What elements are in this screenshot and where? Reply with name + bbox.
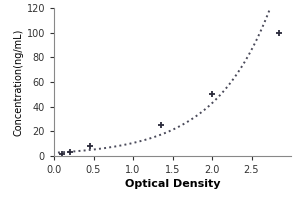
X-axis label: Optical Density: Optical Density — [125, 179, 220, 189]
Y-axis label: Concentration(ng/mL): Concentration(ng/mL) — [14, 28, 24, 136]
